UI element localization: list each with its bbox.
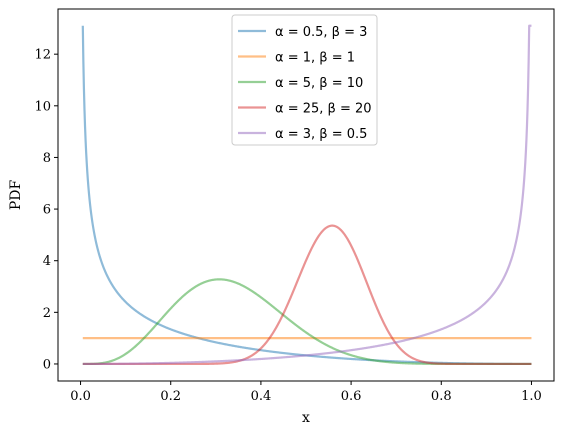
legend-label-4: α = 25, β = 20 xyxy=(275,102,372,117)
legend: α = 0.5, β = 3 α = 1, β = 1 α = 5, β = 10 α… xyxy=(231,14,378,146)
x-tick-label: 0.0 xyxy=(70,389,91,404)
legend-label-5: α = 3, β = 0.5 xyxy=(275,127,367,142)
y-axis-ticks: 0 2 4 6 8 10 12 xyxy=(34,48,58,372)
x-tick-label: 0.8 xyxy=(431,389,452,404)
legend-label-1: α = 0.5, β = 3 xyxy=(275,25,367,40)
x-tick-label: 0.4 xyxy=(251,389,272,404)
y-tick-label: 0 xyxy=(43,357,51,372)
x-tick-label: 0.6 xyxy=(341,389,362,404)
y-axis-label: PDF xyxy=(8,180,24,211)
plot-frame xyxy=(57,8,555,382)
legend-label-2: α = 1, β = 1 xyxy=(275,51,355,66)
y-tick-label: 12 xyxy=(34,48,51,63)
x-axis-label: x xyxy=(302,410,310,426)
x-axis-ticks: 0.0 0.2 0.4 0.6 0.8 1.0 xyxy=(70,381,542,404)
y-tick-label: 8 xyxy=(43,151,51,166)
x-tick-label: 0.2 xyxy=(160,389,181,404)
legend-box xyxy=(231,14,378,146)
y-tick-label: 4 xyxy=(43,254,51,269)
x-tick-label: 1.0 xyxy=(521,389,542,404)
series-layer xyxy=(81,24,532,366)
y-tick-label: 2 xyxy=(43,306,51,321)
y-tick-label: 6 xyxy=(43,203,51,218)
series-line-5 xyxy=(82,24,532,366)
legend-label-3: α = 5, β = 10 xyxy=(275,76,363,91)
y-tick-label: 10 xyxy=(34,99,51,114)
